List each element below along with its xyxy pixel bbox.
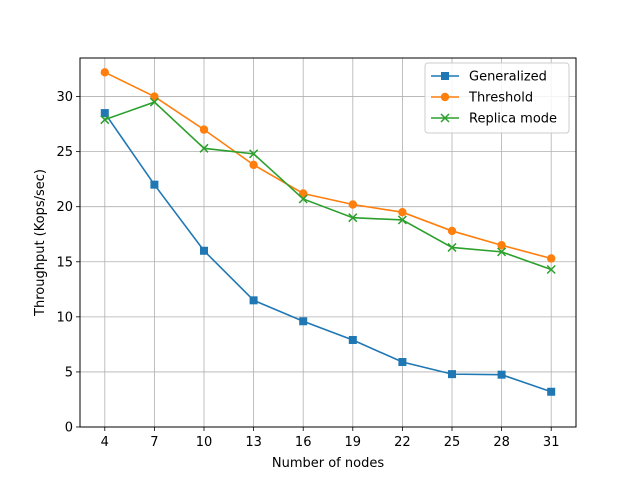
data-point (546, 264, 556, 275)
legend: Generalized Threshold Replica mode (424, 62, 570, 134)
data-point (100, 115, 110, 125)
data-point (200, 246, 208, 255)
x-tick-label: 10 (196, 435, 213, 450)
data-point (398, 208, 407, 217)
data-point (150, 92, 159, 101)
y-tick-label: 5 (65, 365, 73, 380)
x-tick-label: 4 (101, 435, 109, 450)
data-point (150, 180, 159, 189)
data-point (100, 109, 109, 118)
data-point (497, 370, 506, 379)
data-point (497, 241, 506, 250)
data-point (398, 358, 407, 367)
y-axis-label: Throughput (Kops/sec) (33, 169, 48, 317)
series-line (104, 71, 552, 260)
data-point (448, 370, 456, 379)
data-point (199, 143, 209, 153)
data-point (497, 247, 507, 257)
legend-entry: Threshold (431, 91, 533, 106)
y-axis-ticks: 0 5 10 15 20 25 30 (56, 90, 80, 436)
series-generalized (100, 109, 556, 396)
data-point (447, 242, 457, 252)
series-line (104, 112, 552, 393)
data-point (547, 254, 556, 263)
data-point (298, 194, 308, 204)
x-axis-ticks: 4 7 10 13 16 19 22 25 28 31 (101, 427, 560, 450)
x-tick-label: 22 (394, 435, 411, 450)
y-tick-label: 20 (56, 200, 73, 215)
legend-box (424, 62, 570, 134)
x-tick-label: 13 (245, 435, 262, 450)
data-point (397, 215, 407, 225)
data-point (199, 125, 209, 134)
legend-entry: Generalized (431, 70, 547, 85)
legend-label: Replica mode (469, 112, 557, 127)
x-tick-label: 28 (493, 435, 510, 450)
x-tick-label: 25 (444, 435, 461, 450)
data-point (100, 68, 110, 77)
y-tick-label: 15 (56, 255, 73, 270)
plot-area-frame (79, 57, 577, 428)
x-tick-label: 31 (543, 435, 560, 450)
data-point (447, 226, 457, 236)
series-threshold (100, 68, 556, 263)
data-point (348, 335, 357, 344)
y-tick-label: 25 (56, 145, 73, 160)
data-point (249, 296, 258, 305)
series-line (104, 101, 552, 271)
y-tick-label: 30 (56, 90, 73, 105)
data-point (249, 160, 258, 170)
legend-entry: Replica mode (431, 112, 557, 127)
data-point (299, 317, 308, 326)
legend-marker (441, 72, 449, 80)
x-tick-label: 19 (345, 435, 362, 450)
data-point (547, 387, 556, 396)
series-replica-mode (100, 97, 556, 275)
data-point (149, 97, 159, 107)
legend-label: Threshold (468, 91, 533, 106)
y-tick-label: 10 (56, 310, 73, 325)
legend-marker (440, 92, 450, 102)
legend-marker (440, 113, 450, 123)
series-layer (100, 68, 556, 396)
y-tick-label: 0 (65, 421, 73, 436)
x-axis-label: Number of nodes (272, 456, 384, 471)
data-point (299, 189, 308, 198)
x-tick-label: 16 (295, 435, 312, 450)
data-point (348, 200, 357, 209)
x-tick-label: 7 (150, 435, 158, 450)
legend-label: Generalized (469, 70, 547, 85)
data-point (348, 213, 358, 223)
data-point (249, 149, 259, 159)
